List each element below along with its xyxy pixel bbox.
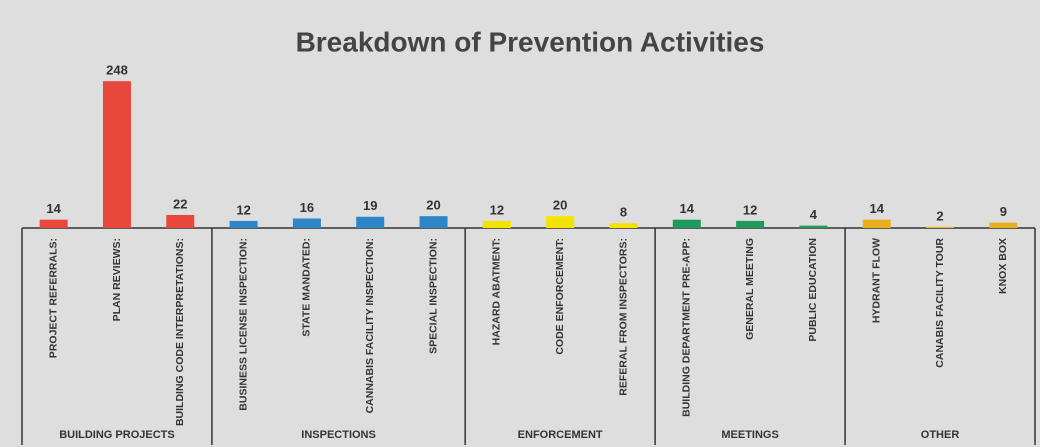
bar (229, 220, 258, 228)
x-tick-label: BUSINESS LICENSE INSPECTION: (237, 238, 249, 411)
bar (546, 216, 575, 228)
group-label: ENFORCEMENT (518, 429, 603, 441)
bar (482, 220, 511, 228)
value-label: 9 (1000, 204, 1007, 219)
x-tick-label: BUILDING CODE INTERPRETATIONS: (174, 238, 186, 426)
x-tick-label: CANNABIS FACILITY INSPECTION: (364, 238, 376, 413)
value-label: 14 (869, 201, 884, 216)
value-label: 12 (236, 202, 250, 217)
value-label: 12 (490, 202, 504, 217)
value-label: 14 (680, 201, 695, 216)
x-tick-label: STATE MANDATED: (301, 238, 313, 337)
bar (166, 214, 195, 228)
value-label: 14 (46, 201, 61, 216)
x-tick-label: REFERAL FROM INSPECTORS: (617, 238, 629, 396)
bar (736, 220, 765, 228)
value-label: 12 (743, 202, 757, 217)
bar (799, 225, 828, 228)
bar (102, 81, 131, 229)
bar (292, 218, 321, 228)
value-label: 22 (173, 196, 187, 211)
bar (356, 216, 385, 228)
value-label: 20 (426, 198, 440, 213)
x-tick-label: HAZARD ABATMENT: (491, 238, 503, 345)
value-label: 248 (106, 63, 128, 78)
value-label: 4 (810, 207, 818, 222)
x-tick-label: KNOX BOX (997, 238, 1009, 294)
group-label: INSPECTIONS (301, 429, 376, 441)
x-tick-label: HYDRANT FLOW (871, 238, 883, 323)
bar (609, 223, 638, 228)
group-label: OTHER (921, 429, 960, 441)
bar (39, 219, 68, 228)
bar (862, 219, 891, 228)
bar (989, 222, 1018, 228)
chart-title: Breakdown of Prevention Activities (296, 26, 765, 57)
bar (672, 219, 701, 228)
value-label: 2 (936, 208, 943, 223)
group-label: MEETINGS (721, 429, 778, 441)
value-label: 8 (620, 205, 627, 220)
x-tick-label: SPECIAL INSPECTION: (427, 238, 439, 354)
value-label: 20 (553, 198, 567, 213)
x-tick-label: BUILDING DEPARTMENT PRE-APP: (681, 238, 693, 417)
x-tick-label: PROJECT REFERRALS: (47, 238, 59, 358)
x-tick-label: CANABIS FACILITY TOUR (934, 238, 946, 368)
value-label: 19 (363, 198, 377, 213)
x-tick-label: PUBLIC EDUCATION (807, 238, 819, 342)
bar (926, 226, 955, 228)
value-label: 16 (300, 200, 314, 215)
x-tick-label: PLAN REVIEWS: (111, 238, 123, 321)
bar (419, 216, 448, 228)
group-label: BUILDING PROJECTS (59, 429, 175, 441)
x-tick-label: CODE ENFORCEMENT: (554, 238, 566, 355)
x-tick-label: GENERAL MEETING (744, 238, 756, 340)
